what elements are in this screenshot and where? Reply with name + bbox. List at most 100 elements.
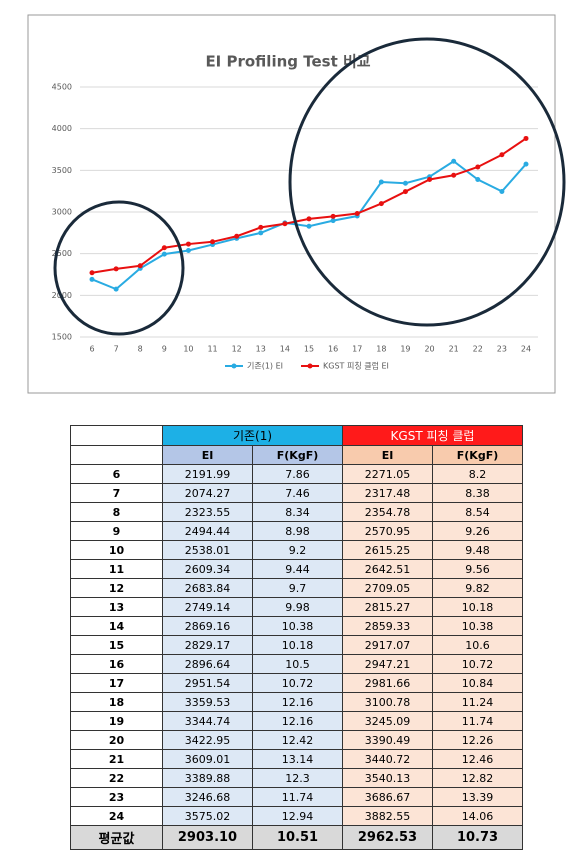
table-row: 10 2538.01 9.2 2615.25 9.48 — [70, 540, 523, 560]
table-cell: 9.7 — [252, 578, 343, 598]
chart: EI Profiling Test 비교 1500 2000 2500 3000 350… — [27, 14, 556, 394]
table-cell: 10.5 — [252, 654, 343, 674]
table-cell: 9.48 — [432, 540, 523, 560]
legend-label: KGST 피칭 클럽 EI — [323, 362, 389, 371]
table-cell: 9.56 — [432, 559, 523, 579]
table-cell: 2317.48 — [342, 483, 433, 503]
point — [234, 233, 240, 239]
legend-label: 기존(1) EI — [247, 362, 283, 371]
x-tick-label: 24 — [521, 345, 531, 354]
table-cell: 3422.95 — [162, 730, 253, 750]
table-cell: 10.72 — [432, 654, 523, 674]
table-cell: 10.72 — [252, 673, 343, 693]
row-label: 12 — [70, 578, 163, 598]
point — [161, 245, 167, 251]
table-cell: 10.6 — [432, 635, 523, 655]
point — [161, 251, 167, 257]
row-label: 22 — [70, 768, 163, 788]
x-tick-label: 19 — [400, 345, 410, 354]
table-cell: 9.26 — [432, 521, 523, 541]
table-cell: 2615.25 — [342, 540, 433, 560]
table-row: 11 2609.34 9.44 2642.51 9.56 — [70, 559, 523, 579]
x-tick-label: 7 — [114, 345, 119, 354]
point — [258, 224, 264, 230]
footer-cell: 2962.53 — [342, 825, 433, 850]
table-cell: 2951.54 — [162, 673, 253, 693]
row-label: 14 — [70, 616, 163, 636]
table-cell: 2709.05 — [342, 578, 433, 598]
point — [330, 213, 336, 219]
table-cell: 12.26 — [432, 730, 523, 750]
table-row: 7 2074.27 7.46 2317.48 8.38 — [70, 483, 523, 503]
sub-header: EI — [162, 445, 253, 465]
table-row: 14 2869.16 10.38 2859.33 10.38 — [70, 616, 523, 636]
point — [306, 216, 312, 222]
table-cell: 2869.16 — [162, 616, 253, 636]
row-label: 6 — [70, 464, 163, 484]
x-tick-label: 18 — [376, 345, 386, 354]
table-cell: 2981.66 — [342, 673, 433, 693]
table-cell: 8.34 — [252, 502, 343, 522]
x-tick-label: 6 — [89, 345, 94, 354]
x-tick-label: 23 — [497, 345, 507, 354]
point — [89, 270, 95, 276]
point — [451, 172, 457, 178]
table-cell: 10.18 — [432, 597, 523, 617]
table-cell: 8.54 — [432, 502, 523, 522]
table-cell: 12.42 — [252, 730, 343, 750]
table-row: 9 2494.44 8.98 2570.95 9.26 — [70, 521, 523, 541]
table-cell: 2570.95 — [342, 521, 433, 541]
x-tick-label: 9 — [162, 345, 167, 354]
footer-cell: 10.51 — [252, 825, 343, 850]
table-cell: 7.86 — [252, 464, 343, 484]
point — [137, 263, 143, 269]
table-row: 22 3389.88 12.3 3540.13 12.82 — [70, 768, 523, 788]
table-row: 24 3575.02 12.94 3882.55 14.06 — [70, 806, 523, 826]
x-tick-label: 20 — [424, 345, 434, 354]
group-header: 기존(1) — [162, 425, 343, 446]
point — [282, 221, 288, 227]
table-row: 21 3609.01 13.14 3440.72 12.46 — [70, 749, 523, 769]
table-cell: 11.24 — [432, 692, 523, 712]
x-tick-label: 21 — [449, 345, 459, 354]
table-cell: 2074.27 — [162, 483, 253, 503]
table-cell: 2191.99 — [162, 464, 253, 484]
point — [89, 276, 95, 282]
point — [210, 239, 216, 245]
table-row: 13 2749.14 9.98 2815.27 10.18 — [70, 597, 523, 617]
footer-cell: 2903.10 — [162, 825, 253, 850]
sub-header: EI — [342, 445, 433, 465]
table-cell: 11.74 — [252, 787, 343, 807]
table-cell: 7.46 — [252, 483, 343, 503]
table-cell: 2538.01 — [162, 540, 253, 560]
row-label: 18 — [70, 692, 163, 712]
y-tick-label: 4000 — [52, 124, 72, 133]
row-label: 20 — [70, 730, 163, 750]
point — [499, 188, 505, 194]
table-cell: 2354.78 — [342, 502, 433, 522]
table-cell: 2494.44 — [162, 521, 253, 541]
table-cell: 3389.88 — [162, 768, 253, 788]
table-cell: 2896.64 — [162, 654, 253, 674]
table-cell: 12.3 — [252, 768, 343, 788]
x-tick-label: 17 — [352, 345, 362, 354]
point — [185, 241, 191, 247]
table-cell: 3540.13 — [342, 768, 433, 788]
point — [113, 266, 119, 272]
table-row: 17 2951.54 10.72 2981.66 10.84 — [70, 673, 523, 693]
point — [113, 286, 119, 292]
footer-label: 평균값 — [70, 825, 163, 850]
table-cell: 11.74 — [432, 711, 523, 731]
point — [402, 189, 408, 195]
table-cell: 2859.33 — [342, 616, 433, 636]
table-cell: 13.39 — [432, 787, 523, 807]
table-cell: 10.18 — [252, 635, 343, 655]
table-row: 20 3422.95 12.42 3390.49 12.26 — [70, 730, 523, 750]
x-tick-label: 22 — [473, 345, 483, 354]
table-cell: 12.82 — [432, 768, 523, 788]
row-label: 23 — [70, 787, 163, 807]
footer-cell: 10.73 — [432, 825, 523, 850]
table-row: 16 2896.64 10.5 2947.21 10.72 — [70, 654, 523, 674]
table-row: 15 2829.17 10.18 2917.07 10.6 — [70, 635, 523, 655]
table-cell: 3359.53 — [162, 692, 253, 712]
